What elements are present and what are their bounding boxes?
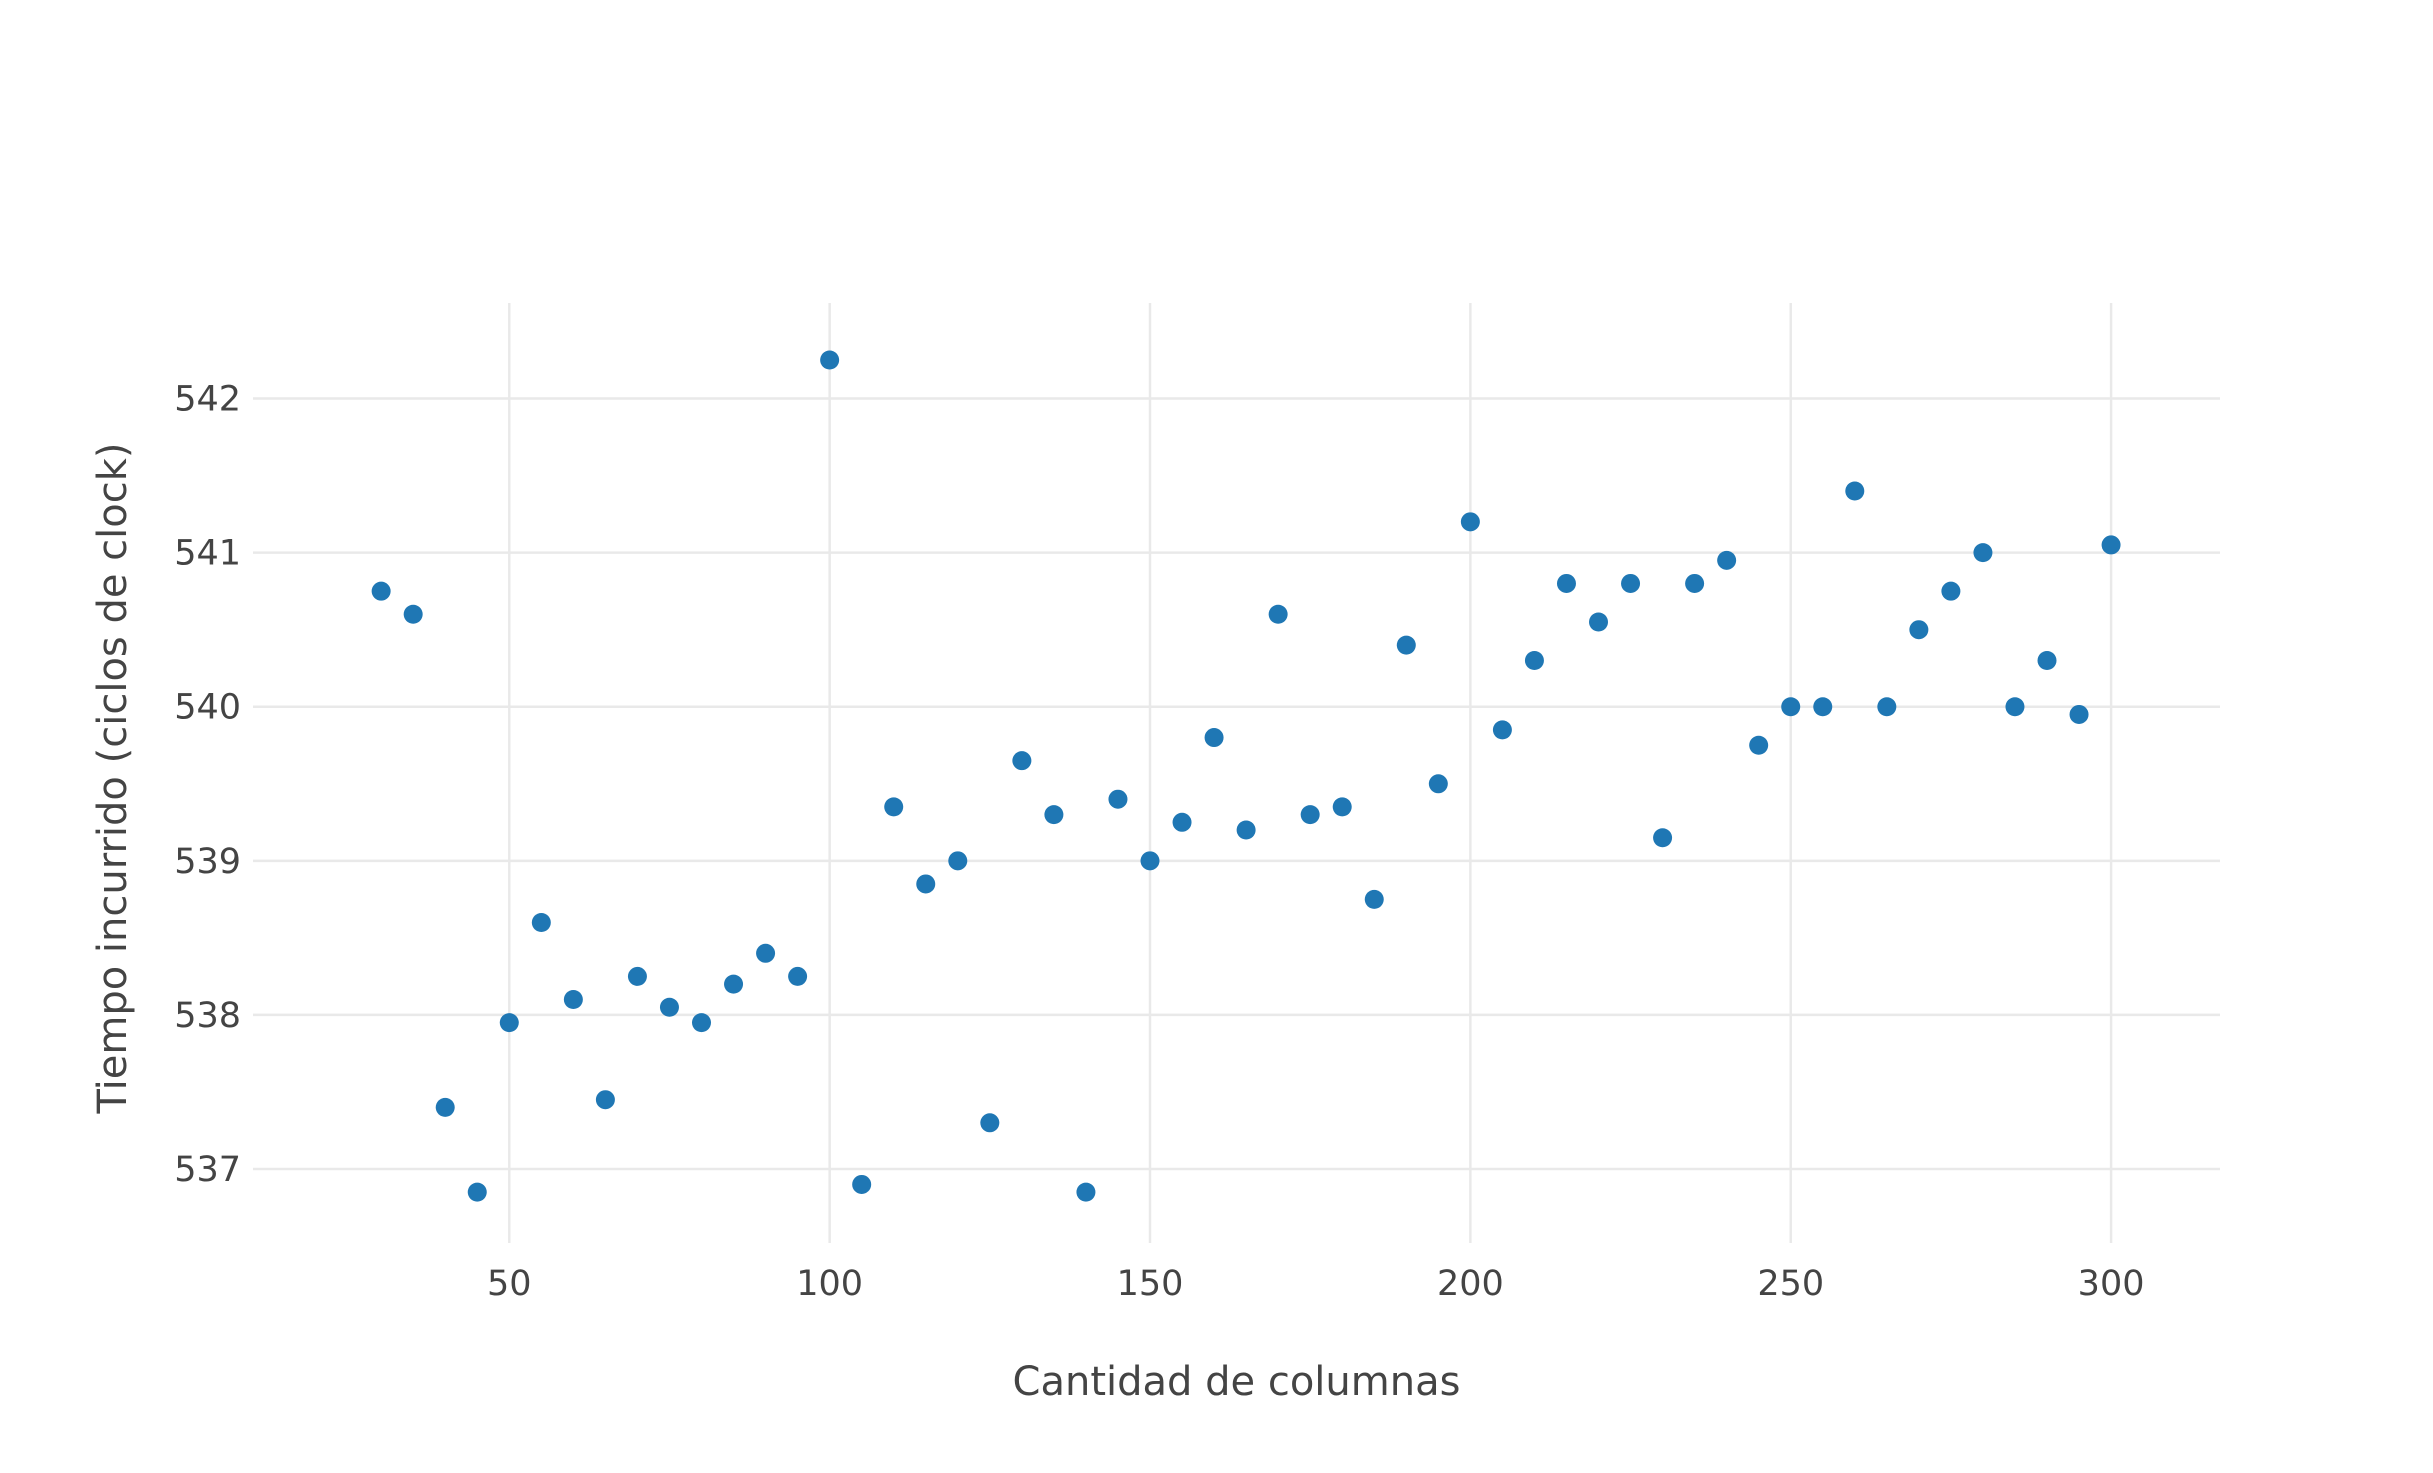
- data-point: [1749, 735, 1769, 755]
- data-point: [884, 797, 904, 817]
- data-point: [1556, 573, 1576, 593]
- x-tick-label: 250: [1757, 1264, 1824, 1304]
- data-point: [1012, 751, 1032, 771]
- data-point: [1108, 789, 1128, 809]
- data-point: [1332, 797, 1352, 817]
- data-point: [1076, 1182, 1096, 1202]
- data-point: [403, 604, 423, 624]
- data-point: [788, 966, 808, 986]
- data-point: [1492, 720, 1512, 740]
- data-point: [371, 581, 391, 601]
- tick-labels: 50 100 150 200 250 300 537 538 539 540 541 542: [174, 380, 2144, 1304]
- data-point: [756, 943, 776, 963]
- y-tick-label: 541: [174, 534, 241, 574]
- data-point: [1909, 620, 1929, 640]
- data-point: [1717, 550, 1737, 570]
- data-point: [1396, 635, 1416, 655]
- data-point: [1428, 774, 1448, 794]
- data-point: [820, 350, 840, 370]
- data-point: [1781, 697, 1801, 717]
- x-tick-label: 300: [2078, 1264, 2145, 1304]
- grid: [253, 303, 2220, 1243]
- data-points: [371, 350, 2121, 1202]
- data-point: [2101, 535, 2121, 555]
- data-point: [531, 912, 551, 932]
- data-point: [595, 1090, 615, 1110]
- x-tick-label: 50: [487, 1264, 532, 1304]
- data-point: [1460, 512, 1480, 532]
- y-tick-label: 542: [174, 380, 241, 420]
- data-point: [1524, 651, 1544, 671]
- data-point: [1589, 612, 1609, 632]
- data-point: [916, 874, 936, 894]
- data-point: [1653, 828, 1673, 848]
- data-point: [1941, 581, 1961, 601]
- data-point: [1172, 812, 1192, 832]
- data-point: [563, 990, 583, 1010]
- data-point: [1268, 604, 1288, 624]
- data-point: [1685, 573, 1705, 593]
- data-point: [1300, 805, 1320, 825]
- data-point: [499, 1013, 519, 1033]
- x-tick-label: 100: [796, 1264, 863, 1304]
- data-point: [1621, 573, 1641, 593]
- data-point: [692, 1013, 712, 1033]
- data-point: [852, 1174, 872, 1194]
- data-point: [2069, 704, 2089, 724]
- data-point: [1236, 820, 1256, 840]
- data-point: [1845, 481, 1865, 501]
- x-axis-title: Cantidad de columnas: [1013, 1359, 1461, 1405]
- data-point: [1364, 889, 1384, 909]
- data-point: [1044, 805, 1064, 825]
- x-tick-label: 150: [1117, 1264, 1184, 1304]
- data-point: [2037, 651, 2057, 671]
- data-point: [467, 1182, 487, 1202]
- x-tick-label: 200: [1437, 1264, 1504, 1304]
- y-axis-title: Tiempo incurrido (ciclos de clock): [90, 442, 136, 1114]
- y-tick-label: 539: [174, 842, 241, 882]
- y-tick-label: 538: [174, 996, 241, 1036]
- data-point: [627, 966, 647, 986]
- y-tick-label: 537: [174, 1150, 241, 1190]
- data-point: [980, 1113, 1000, 1133]
- data-point: [1813, 697, 1833, 717]
- data-point: [1973, 543, 1993, 563]
- y-tick-label: 540: [174, 688, 241, 728]
- data-point: [1140, 851, 1160, 871]
- data-point: [659, 997, 679, 1017]
- data-point: [948, 851, 968, 871]
- data-point: [1204, 728, 1224, 748]
- data-point: [724, 974, 744, 994]
- data-point: [2005, 697, 2025, 717]
- data-point: [1877, 697, 1897, 717]
- data-point: [435, 1097, 455, 1117]
